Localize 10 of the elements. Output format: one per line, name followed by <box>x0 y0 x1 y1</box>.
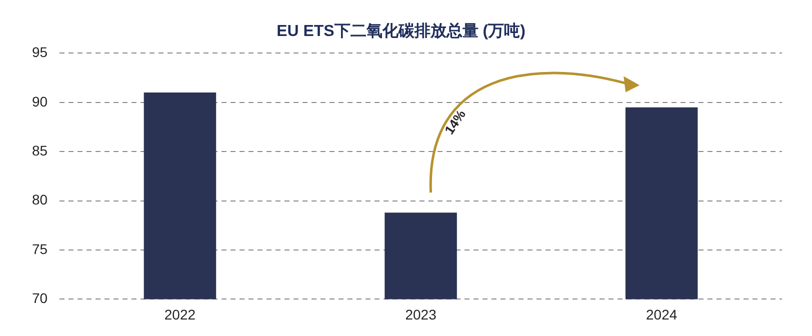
y-tick-label: 75 <box>32 240 48 257</box>
chart-title: EU ETS下二氧化碳排放总量 (万吨) <box>276 22 526 40</box>
y-tick-label: 80 <box>32 192 48 208</box>
y-tick-label: 95 <box>32 44 48 60</box>
y-tick-label: 70 <box>32 290 48 306</box>
y-tick-label: 85 <box>32 142 48 158</box>
x-tick-label: 2023 <box>405 306 437 322</box>
x-tick-label: 2022 <box>164 306 196 322</box>
x-tick-label: 2024 <box>646 306 678 322</box>
y-tick-label: 90 <box>32 93 48 110</box>
